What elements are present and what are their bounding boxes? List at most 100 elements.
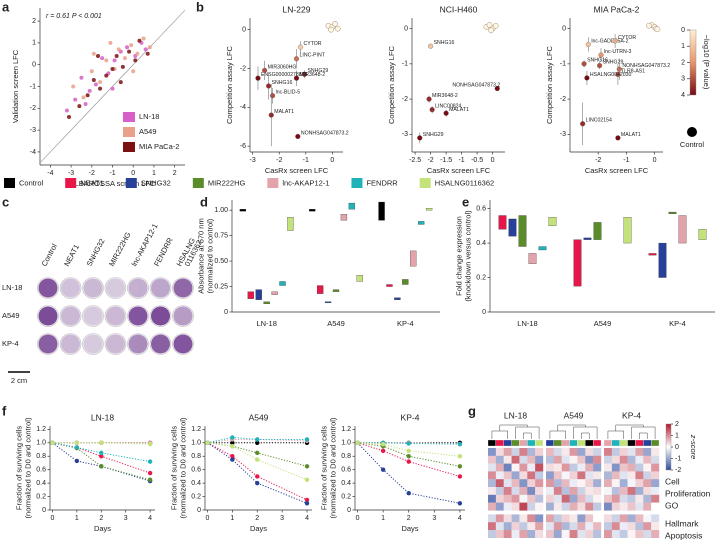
heatmap-cell: [519, 471, 528, 480]
heatmap-cell: [495, 448, 504, 456]
heatmap-cell: [651, 530, 660, 538]
x-tick-label: 0: [653, 157, 657, 164]
range-bar: [247, 291, 254, 299]
range-bar: [698, 229, 707, 240]
x-tick-label: 0: [131, 170, 135, 177]
well-stain: [38, 334, 58, 354]
control-legend-label: Control: [680, 140, 705, 149]
heatmap-cell: [535, 448, 544, 456]
series-line: [207, 438, 308, 444]
well: [82, 305, 104, 327]
point: [406, 454, 411, 459]
heatmap-cell: [569, 487, 578, 495]
heatmap-cell: [553, 479, 562, 488]
heatmap-cell: [546, 522, 555, 531]
heatmap-cell: [519, 487, 528, 495]
heatmap-cell: [593, 455, 602, 464]
heatmap-cell: [553, 522, 562, 531]
heatmap-cell: [569, 455, 578, 464]
point: [85, 93, 90, 98]
x-tick-label: 2: [99, 515, 103, 522]
legend-label: SNHG32: [141, 178, 171, 187]
well-stain: [61, 306, 80, 326]
heatmap-cell: [519, 463, 528, 472]
condition-strip: [534, 439, 544, 447]
row-label: A549: [2, 311, 20, 320]
heatmap-cell: [511, 530, 520, 538]
y-tick-label: 1.2: [191, 426, 201, 433]
legend-swatch: [192, 178, 204, 188]
heatmap-cell: [511, 522, 520, 531]
point: [494, 85, 500, 92]
point: [457, 464, 463, 469]
y-tick-label: 0.6: [191, 467, 201, 474]
annotation: r = 0.61 P < 0.001: [46, 13, 102, 20]
point: [133, 58, 138, 63]
condition-strip: [627, 439, 636, 447]
point-label: SNHG29: [603, 59, 624, 65]
point: [266, 83, 272, 89]
heatmap-cell: [527, 530, 536, 538]
control-point: [492, 22, 499, 29]
y-axis-label: (normalized to D0 and control): [178, 417, 187, 518]
y-tick-label: 1.00: [214, 207, 228, 214]
heatmap-cell: [577, 530, 586, 538]
heatmap-cell: [577, 448, 586, 456]
heatmap-cell: [604, 471, 613, 480]
y-tick-label: 0: [42, 507, 46, 514]
point: [255, 75, 261, 81]
y-tick-label: 1.0: [191, 440, 201, 447]
heatmap-cell: [488, 448, 497, 456]
range-bar: [648, 253, 657, 256]
well-stain: [83, 278, 103, 298]
heatmap-cell: [546, 502, 555, 511]
heatmap-cell: [488, 530, 497, 538]
point: [89, 69, 94, 74]
series-line: [207, 442, 308, 481]
x-tick-label: 3: [280, 515, 284, 522]
heatmap-cell: [488, 455, 497, 464]
heatmap-cell: [569, 502, 578, 511]
point: [110, 67, 115, 72]
x-axis-label: Days: [401, 524, 418, 533]
heatmap-cell: [643, 522, 652, 531]
condition-strip: [585, 439, 594, 447]
point: [426, 96, 432, 102]
panel-label: g: [468, 403, 476, 418]
condition-strip: [545, 439, 555, 447]
series-line: [52, 442, 151, 445]
panel-label: c: [2, 194, 9, 209]
y-tick-label: -6: [240, 143, 246, 150]
point: [612, 38, 618, 44]
y-tick-label: 0: [404, 25, 408, 32]
colorbar-tick-label: 1: [675, 432, 679, 439]
control-legend-dot: [687, 127, 697, 137]
point: [114, 53, 119, 58]
heatmap-cell: [651, 494, 660, 503]
point: [135, 51, 140, 56]
x-tick-label: 0: [491, 157, 495, 164]
y-axis-label: Fold change expression: [454, 216, 463, 296]
heatmap-cell: [604, 479, 613, 488]
point: [131, 69, 136, 74]
heatmap-cell: [635, 514, 644, 523]
heatmap-cell: [553, 471, 562, 480]
well: [82, 277, 104, 299]
well: [127, 277, 149, 299]
well-stain: [38, 278, 58, 298]
x-tick-label: -2: [595, 157, 601, 164]
x-tick-label: 0: [356, 515, 360, 522]
point: [147, 459, 153, 464]
heatmap-cell: [561, 530, 570, 538]
y-tick-label: -2: [240, 65, 246, 72]
well-stain: [38, 306, 58, 326]
x-tick-label: 2: [407, 515, 411, 522]
x-axis-label: Days: [250, 524, 267, 533]
heatmap-cell: [527, 448, 536, 456]
heatmap-cell: [535, 494, 544, 503]
range-bar: [528, 253, 537, 264]
legend-swatch: [125, 178, 137, 188]
point: [255, 480, 260, 486]
heatmap-title: LN-18: [504, 410, 527, 420]
row-group-label: Apoptosis: [665, 530, 702, 540]
